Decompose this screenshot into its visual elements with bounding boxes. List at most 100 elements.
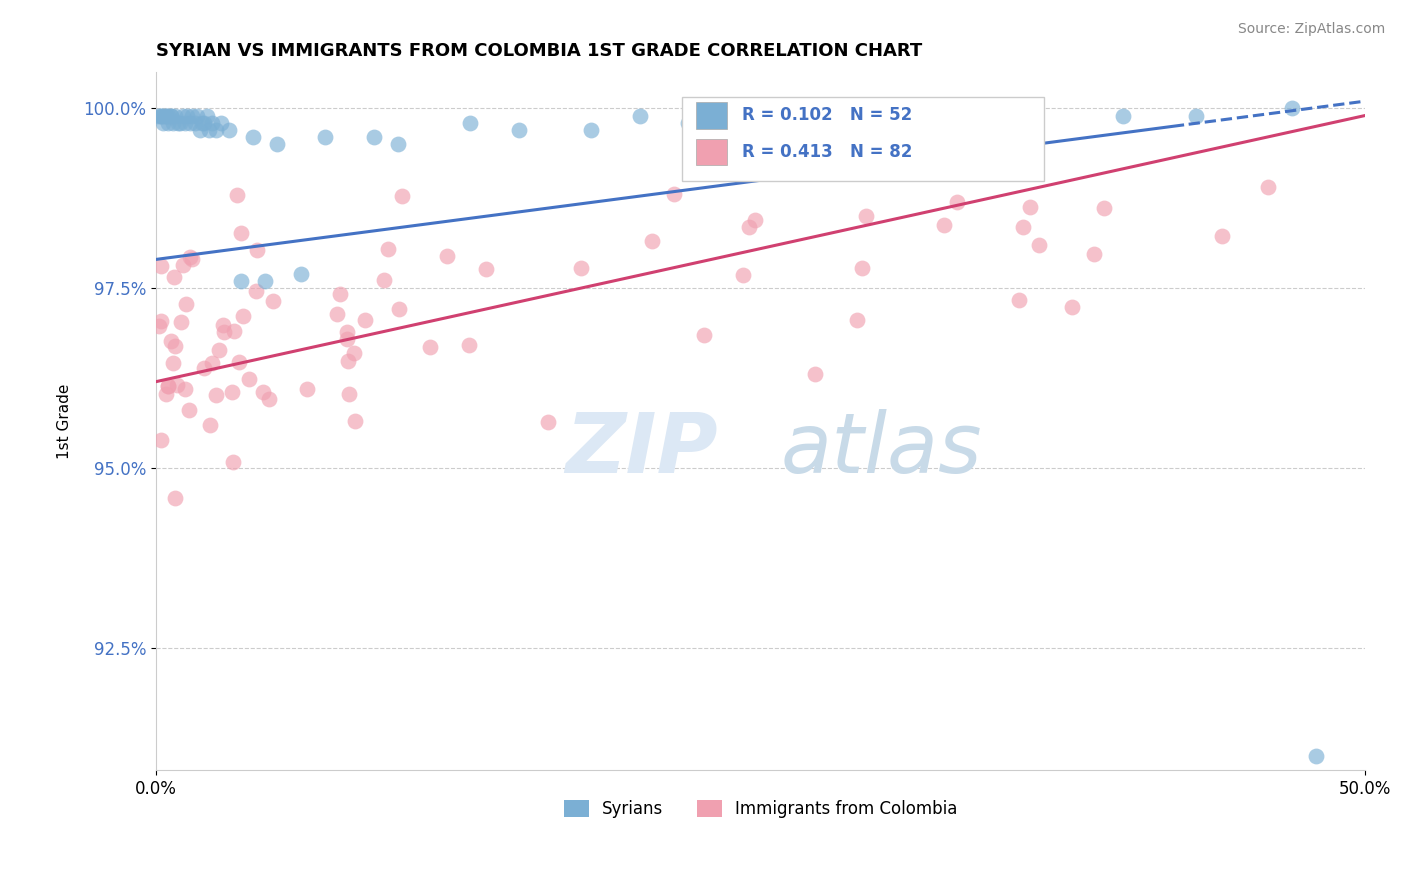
Point — [1094, 202, 1116, 216]
Point — [991, 116, 1014, 130]
Text: R = 0.413   N = 82: R = 0.413 N = 82 — [742, 144, 912, 161]
Point — [160, 334, 183, 349]
FancyBboxPatch shape — [696, 139, 727, 166]
Point — [148, 318, 170, 333]
Point — [640, 235, 662, 249]
Point — [181, 109, 204, 123]
Point — [1008, 293, 1031, 307]
Point — [1211, 228, 1233, 243]
Point — [201, 116, 224, 130]
Point — [204, 387, 226, 401]
Point — [436, 249, 458, 263]
Point — [290, 267, 312, 281]
Point — [212, 318, 235, 332]
Point — [846, 313, 869, 327]
Point — [934, 219, 956, 233]
Point — [537, 415, 560, 429]
Point — [152, 109, 174, 123]
Point — [343, 414, 366, 428]
Point — [314, 130, 336, 145]
Point — [228, 355, 250, 369]
Text: atlas: atlas — [780, 409, 983, 490]
Point — [946, 194, 969, 209]
Point — [162, 116, 184, 130]
Point — [174, 297, 197, 311]
Point — [157, 109, 180, 123]
Point — [253, 274, 276, 288]
Point — [229, 226, 252, 240]
Point — [179, 250, 201, 264]
Point — [388, 302, 411, 317]
Point — [257, 392, 280, 406]
Point — [391, 189, 413, 203]
Point — [186, 109, 208, 123]
Point — [165, 109, 187, 123]
Point — [232, 310, 254, 324]
FancyBboxPatch shape — [682, 97, 1045, 180]
Y-axis label: 1st Grade: 1st Grade — [58, 384, 72, 458]
Point — [851, 260, 873, 275]
Point — [377, 242, 399, 256]
Point — [155, 109, 177, 123]
Point — [180, 252, 202, 266]
Point — [508, 123, 530, 137]
Point — [157, 379, 180, 393]
Point — [225, 187, 247, 202]
Point — [198, 123, 221, 137]
Point — [150, 259, 173, 273]
Point — [1257, 180, 1279, 194]
Point — [162, 356, 184, 370]
Point — [252, 385, 274, 400]
Point — [176, 109, 198, 123]
Point — [174, 116, 197, 130]
Point — [1184, 109, 1206, 123]
Point — [238, 372, 260, 386]
Point — [1028, 237, 1050, 252]
Point — [262, 293, 284, 308]
Point — [855, 209, 877, 223]
Point — [676, 116, 699, 130]
Point — [166, 378, 188, 392]
Point — [195, 109, 218, 123]
Point — [373, 273, 395, 287]
Point — [1281, 102, 1303, 116]
Point — [354, 313, 377, 327]
Point — [337, 354, 360, 368]
Point — [165, 491, 187, 506]
Point — [221, 385, 243, 400]
Point — [148, 109, 170, 123]
Text: ZIP: ZIP — [565, 409, 718, 490]
Point — [149, 109, 172, 123]
Point — [157, 116, 180, 130]
Point — [329, 287, 352, 301]
Point — [628, 109, 651, 123]
Point — [931, 163, 953, 178]
Point — [221, 455, 243, 469]
Point — [325, 307, 347, 321]
Point — [166, 116, 188, 130]
Point — [1019, 201, 1042, 215]
Text: R = 0.102   N = 52: R = 0.102 N = 52 — [742, 106, 912, 124]
Point — [738, 220, 761, 235]
Point — [336, 325, 359, 339]
Point — [218, 123, 240, 137]
Point — [172, 109, 194, 123]
Point — [1012, 219, 1035, 234]
Point — [458, 338, 481, 352]
Point — [242, 130, 264, 145]
Point — [152, 116, 174, 130]
Point — [458, 116, 481, 130]
Point — [188, 123, 211, 137]
Point — [205, 123, 228, 137]
Point — [165, 339, 187, 353]
Point — [209, 116, 232, 130]
Point — [664, 187, 686, 202]
Point — [342, 346, 364, 360]
Point — [155, 109, 177, 123]
Point — [149, 313, 172, 327]
Point — [475, 261, 498, 276]
Point — [297, 382, 319, 396]
Point — [155, 387, 177, 401]
Point — [246, 243, 269, 257]
Point — [169, 116, 191, 130]
